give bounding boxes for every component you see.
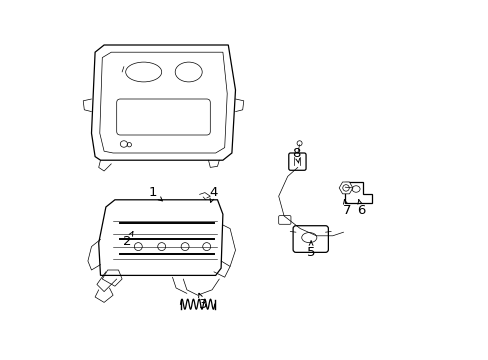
- Text: 6: 6: [357, 204, 365, 217]
- Circle shape: [203, 243, 210, 251]
- Circle shape: [134, 243, 142, 251]
- Text: 1: 1: [148, 186, 157, 199]
- Text: 2: 2: [123, 235, 131, 248]
- Text: 4: 4: [209, 186, 218, 199]
- Circle shape: [158, 243, 165, 251]
- Text: 3: 3: [199, 298, 207, 311]
- Text: 8: 8: [292, 147, 300, 159]
- Circle shape: [181, 243, 189, 251]
- Text: 5: 5: [306, 246, 315, 258]
- Text: 7: 7: [342, 204, 351, 217]
